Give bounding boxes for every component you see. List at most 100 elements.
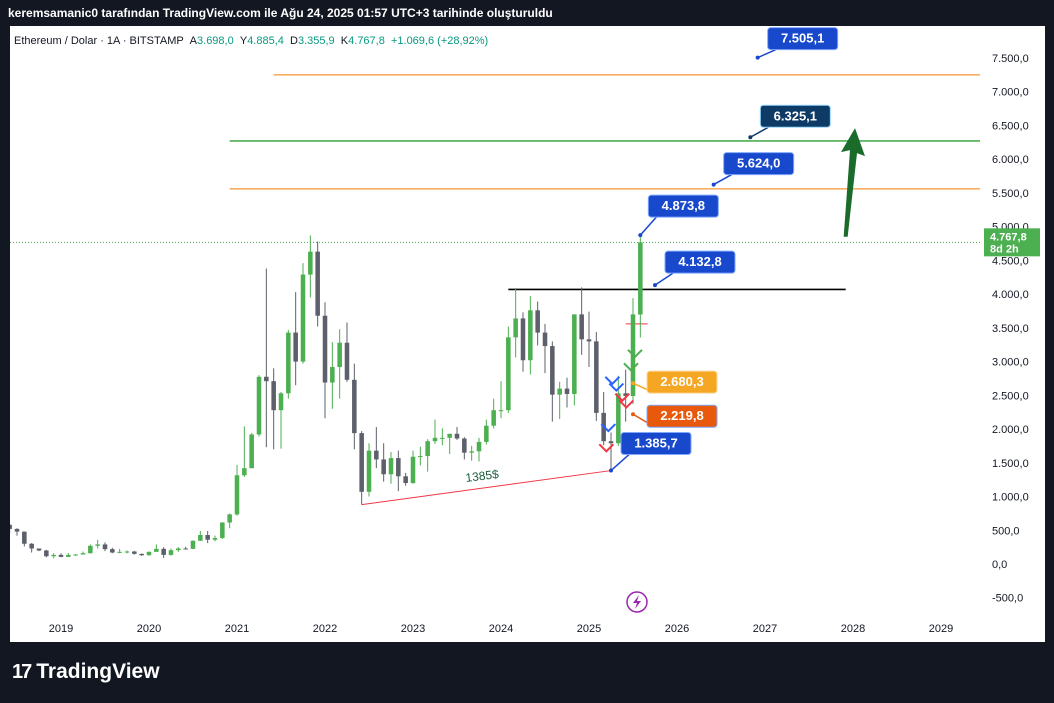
candle-body: [330, 366, 335, 383]
callout-5624: 5.624,0: [711, 152, 795, 187]
x-tick-label: 2024: [489, 623, 513, 635]
candle-body: [359, 433, 364, 492]
signal-chevron: [604, 376, 621, 386]
candle-body: [396, 458, 401, 477]
candle-body: [513, 318, 518, 338]
symbol-legend[interactable]: Ethereum / Dolar · 1A · BITSTAMP A3.698,…: [14, 35, 488, 47]
y-tick-label: 7.500,0: [992, 53, 1029, 65]
high-label: Y: [239, 35, 248, 47]
candle-body: [454, 433, 460, 439]
candle-body: [308, 251, 313, 275]
candle-body: [146, 551, 152, 556]
candle-body: [498, 410, 504, 412]
candle-body: [205, 534, 210, 540]
close-label: K: [340, 35, 349, 47]
callout-pointer: [757, 48, 776, 59]
tradingview-logo-icon: 17: [12, 660, 32, 683]
callout-2680: 2.680,3: [631, 370, 718, 394]
y-tick-label: 5.500,0: [992, 188, 1029, 200]
y-tick-label: 0,0: [992, 559, 1007, 571]
open-value: 3.698,0: [197, 35, 234, 47]
current-price-tag: 4.767,88d 2h: [984, 228, 1040, 257]
y-tick-label: 1.500,0: [992, 458, 1029, 470]
callout-pointer: [654, 272, 674, 286]
candle-body: [190, 540, 196, 549]
candle-body: [638, 242, 643, 315]
signal-chevron: [598, 443, 615, 453]
candle-body: [102, 544, 108, 550]
candle-body: [337, 342, 342, 367]
candle-body: [154, 548, 159, 552]
candle-body: [293, 332, 298, 362]
change-value: +1.069,6 (+28,92%): [390, 35, 489, 47]
candle-body: [594, 341, 599, 413]
high-value: 4.885,4: [247, 35, 284, 47]
callout-4132: 4.132,8: [653, 250, 736, 288]
candle-body: [14, 528, 20, 532]
signal-chevron: [627, 349, 643, 359]
callout-anchor-dot: [711, 182, 716, 187]
candle-body: [278, 393, 284, 411]
price-chart[interactable]: -500,0 0,0 500,0 1.000,0 1.500,0 2.000,0 2.500…: [10, 26, 1045, 642]
callout-label: 1.385,7: [634, 436, 677, 451]
callout-pointer: [749, 126, 769, 138]
candle-body: [572, 314, 577, 394]
y-tick-label: 3.500,0: [992, 323, 1029, 335]
callout-7505: 7.505,1: [755, 27, 839, 60]
callout-pointer: [610, 453, 630, 472]
candle-body: [22, 531, 27, 544]
signal-chevron: [618, 399, 635, 409]
candle-body: [403, 476, 408, 484]
price-tag-box: [984, 228, 1040, 257]
y-tick-label: 6.500,0: [992, 120, 1029, 132]
y-tick-label: 3.000,0: [992, 357, 1029, 369]
candle-body: [579, 314, 584, 340]
candle-body: [183, 548, 188, 550]
candle-body: [616, 393, 621, 444]
x-tick-label: 2025: [577, 623, 601, 635]
y-tick-label: 2.500,0: [992, 390, 1029, 402]
y-tick-label: 500,0: [992, 525, 1020, 537]
candle-body: [256, 376, 262, 435]
tradingview-logo-text: TradingView: [36, 660, 160, 683]
x-tick-label: 2026: [665, 623, 689, 635]
tradingview-logo[interactable]: 17 TradingView: [12, 660, 160, 684]
x-tick-label: 2029: [929, 623, 953, 635]
candle-body: [374, 450, 379, 460]
callout-box: [759, 104, 831, 128]
candle-body: [440, 437, 445, 439]
callout-anchor-dot: [653, 283, 657, 288]
y-tick-label: 2.000,0: [992, 424, 1029, 436]
callout-label: 4.132,8: [678, 254, 721, 269]
candle-body: [249, 434, 254, 469]
candle-body: [550, 346, 555, 395]
candle-body: [73, 554, 78, 556]
candle-body: [491, 410, 496, 426]
candle-body: [506, 337, 511, 411]
candle-body: [476, 441, 482, 452]
candle-body: [528, 310, 533, 361]
candle-body: [58, 554, 64, 557]
candle-body: [388, 458, 394, 475]
candle-body: [88, 545, 93, 554]
callout-6325: 6.325,1: [748, 104, 831, 140]
candle-body: [212, 538, 218, 540]
chart-attribution: keremsamanic0 tarafından TradingView.com…: [8, 6, 553, 20]
candle-body: [80, 553, 86, 555]
candle-body: [51, 554, 56, 557]
up-arrow: [841, 128, 865, 237]
callout-box: [664, 250, 736, 274]
candle-body: [484, 425, 489, 442]
callout-label: 4.873,8: [662, 198, 705, 213]
callout-label: 2.680,3: [660, 374, 703, 389]
candle-body: [557, 388, 562, 395]
x-tick-label: 2027: [753, 623, 777, 635]
candle-body: [352, 379, 357, 434]
x-tick-label: 2028: [841, 623, 865, 635]
candle-body: [564, 388, 570, 394]
candle-body: [264, 376, 269, 382]
chart-frame[interactable]: -500,0 0,0 500,0 1.000,0 1.500,0 2.000,0 2.500…: [10, 26, 1045, 642]
y-tick-label: 4.000,0: [992, 289, 1029, 301]
callout-anchor-dot: [631, 412, 635, 417]
candle-body: [322, 315, 328, 383]
